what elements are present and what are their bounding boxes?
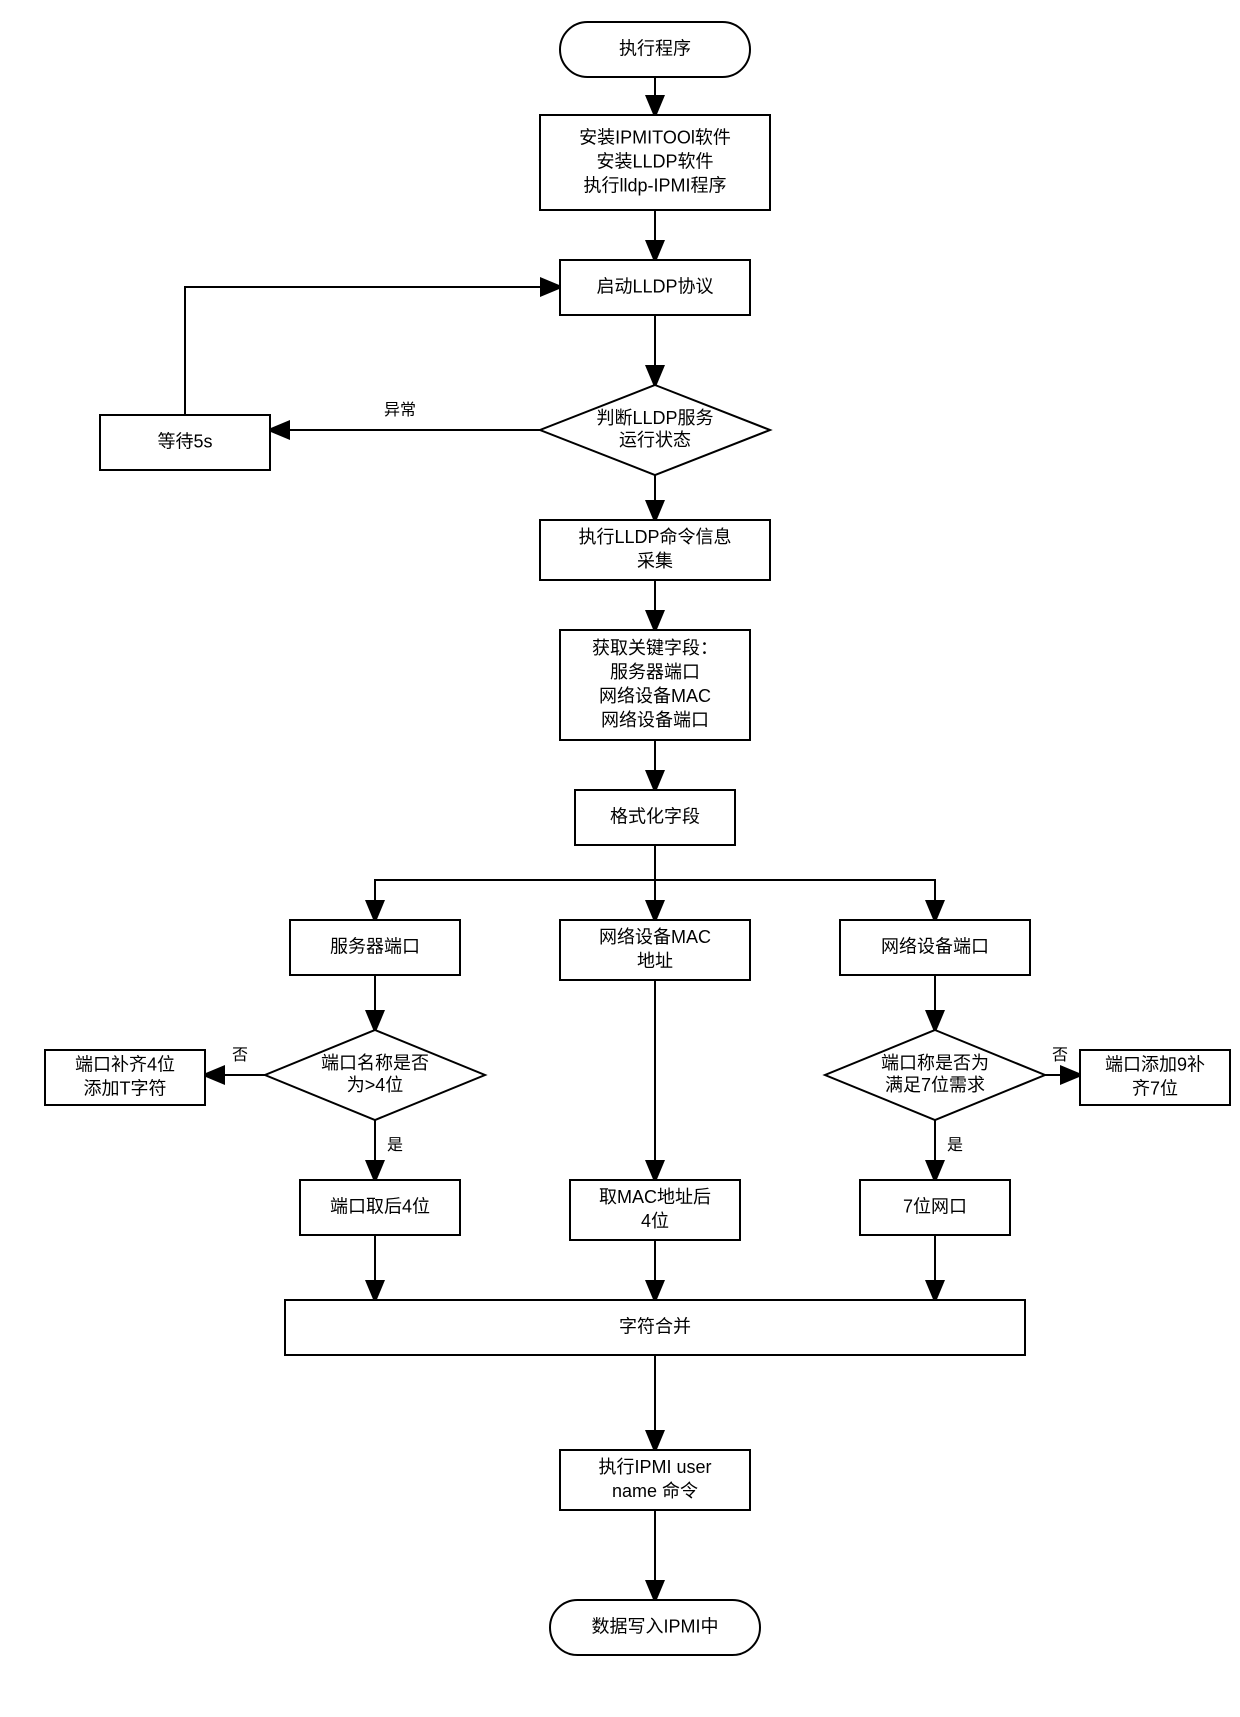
- node-label: 网络设备端口: [601, 710, 709, 730]
- node-start_lldp: 启动LLDP协议: [560, 260, 750, 315]
- node-label: 满足7位需求: [885, 1075, 985, 1095]
- node-mac_addr: 网络设备MAC 地址: [560, 920, 750, 980]
- node-d_net: 端口称是否为满足7位需求: [825, 1030, 1045, 1120]
- node-label: 端口称是否为: [881, 1053, 989, 1073]
- node-label: 7位网口: [903, 1196, 967, 1216]
- node-label: 取MAC地址后: [599, 1187, 711, 1207]
- node-format: 格式化字段: [575, 790, 735, 845]
- node-label: 安装IPMITOOl软件: [579, 127, 731, 147]
- edge-label: 异常: [384, 401, 416, 419]
- node-label: 端口添加9补: [1105, 1054, 1205, 1074]
- node-judge_lldp: 判断LLDP服务运行状态: [540, 385, 770, 475]
- node-port7: 7位网口: [860, 1180, 1010, 1235]
- edge-label: 否: [232, 1047, 248, 1064]
- node-label: 为>4位: [347, 1075, 404, 1095]
- node-label: 添加T字符: [84, 1078, 167, 1098]
- node-exec_lldp: 执行LLDP命令信息采集: [540, 520, 770, 580]
- node-install: 安装IPMITOOl软件安装LLDP软件执行lldp-IPMI程序: [540, 115, 770, 210]
- edge-label: 否: [1052, 1047, 1068, 1064]
- node-pad4: 端口补齐4位添加T字符: [45, 1050, 205, 1105]
- node-label: 端口名称是否: [321, 1053, 429, 1073]
- node-label: 获取关键字段：: [592, 638, 718, 658]
- node-label: 服务器端口: [330, 936, 420, 956]
- edge-label: 是: [947, 1137, 963, 1154]
- node-label: 等待5s: [157, 431, 212, 451]
- node-label: 网络设备端口: [881, 936, 989, 956]
- node-merge: 字符合并: [285, 1300, 1025, 1355]
- node-label: 地址: [637, 951, 673, 971]
- node-label: 网络设备MAC: [599, 686, 711, 706]
- node-pad7: 端口添加9补齐7位: [1080, 1050, 1230, 1105]
- node-d_srv: 端口名称是否为>4位: [265, 1030, 485, 1120]
- edge: [375, 880, 655, 920]
- node-label: name 命令: [612, 1481, 698, 1501]
- node-label: 执行IPMI user: [598, 1457, 711, 1477]
- node-label: 安装LLDP软件: [596, 151, 713, 171]
- node-label: 齐7位: [1132, 1078, 1178, 1098]
- node-end: 数据写入IPMI中: [550, 1600, 760, 1655]
- node-label: 格式化字段: [610, 806, 700, 826]
- node-label: 判断LLDP服务: [596, 408, 713, 428]
- edge: [185, 287, 560, 415]
- node-label: 运行状态: [619, 430, 691, 450]
- node-label: 端口补齐4位: [75, 1054, 175, 1074]
- node-label: 端口取后4位: [330, 1196, 430, 1216]
- node-label: 服务器端口: [610, 662, 700, 682]
- node-take4: 端口取后4位: [300, 1180, 460, 1235]
- edge: [655, 880, 935, 920]
- node-label: 采集: [637, 551, 673, 571]
- edge-label: 是: [387, 1137, 403, 1154]
- node-start: 执行程序: [560, 22, 750, 77]
- node-label: 字符合并: [619, 1316, 691, 1336]
- node-ipmi_cmd: 执行IPMI user name 命令: [560, 1450, 750, 1510]
- node-mac4: 取MAC地址后 4位: [570, 1180, 740, 1240]
- node-label: 执行程序: [619, 38, 691, 58]
- node-label: 启动LLDP协议: [596, 276, 713, 296]
- nodes-layer: 执行程序安装IPMITOOl软件安装LLDP软件执行lldp-IPMI程序启动L…: [45, 22, 1230, 1655]
- node-srv_port: 服务器端口: [290, 920, 460, 975]
- node-label: 执行LLDP命令信息: [578, 527, 731, 547]
- node-label: 4位: [641, 1211, 669, 1231]
- node-get_fields: 获取关键字段： 服务器端口网络设备MAC 网络设备端口: [560, 630, 750, 740]
- node-net_port: 网络设备端口: [840, 920, 1030, 975]
- node-label: 网络设备MAC: [599, 927, 711, 947]
- flowchart-canvas: 异常否是 否是 执行程序安装IPMITOOl软件安装LLDP软件执行lldp-IP…: [0, 0, 1240, 1717]
- node-label: 执行lldp-IPMI程序: [583, 175, 726, 195]
- node-label: 数据写入IPMI中: [591, 1616, 718, 1636]
- node-wait5s: 等待5s: [100, 415, 270, 470]
